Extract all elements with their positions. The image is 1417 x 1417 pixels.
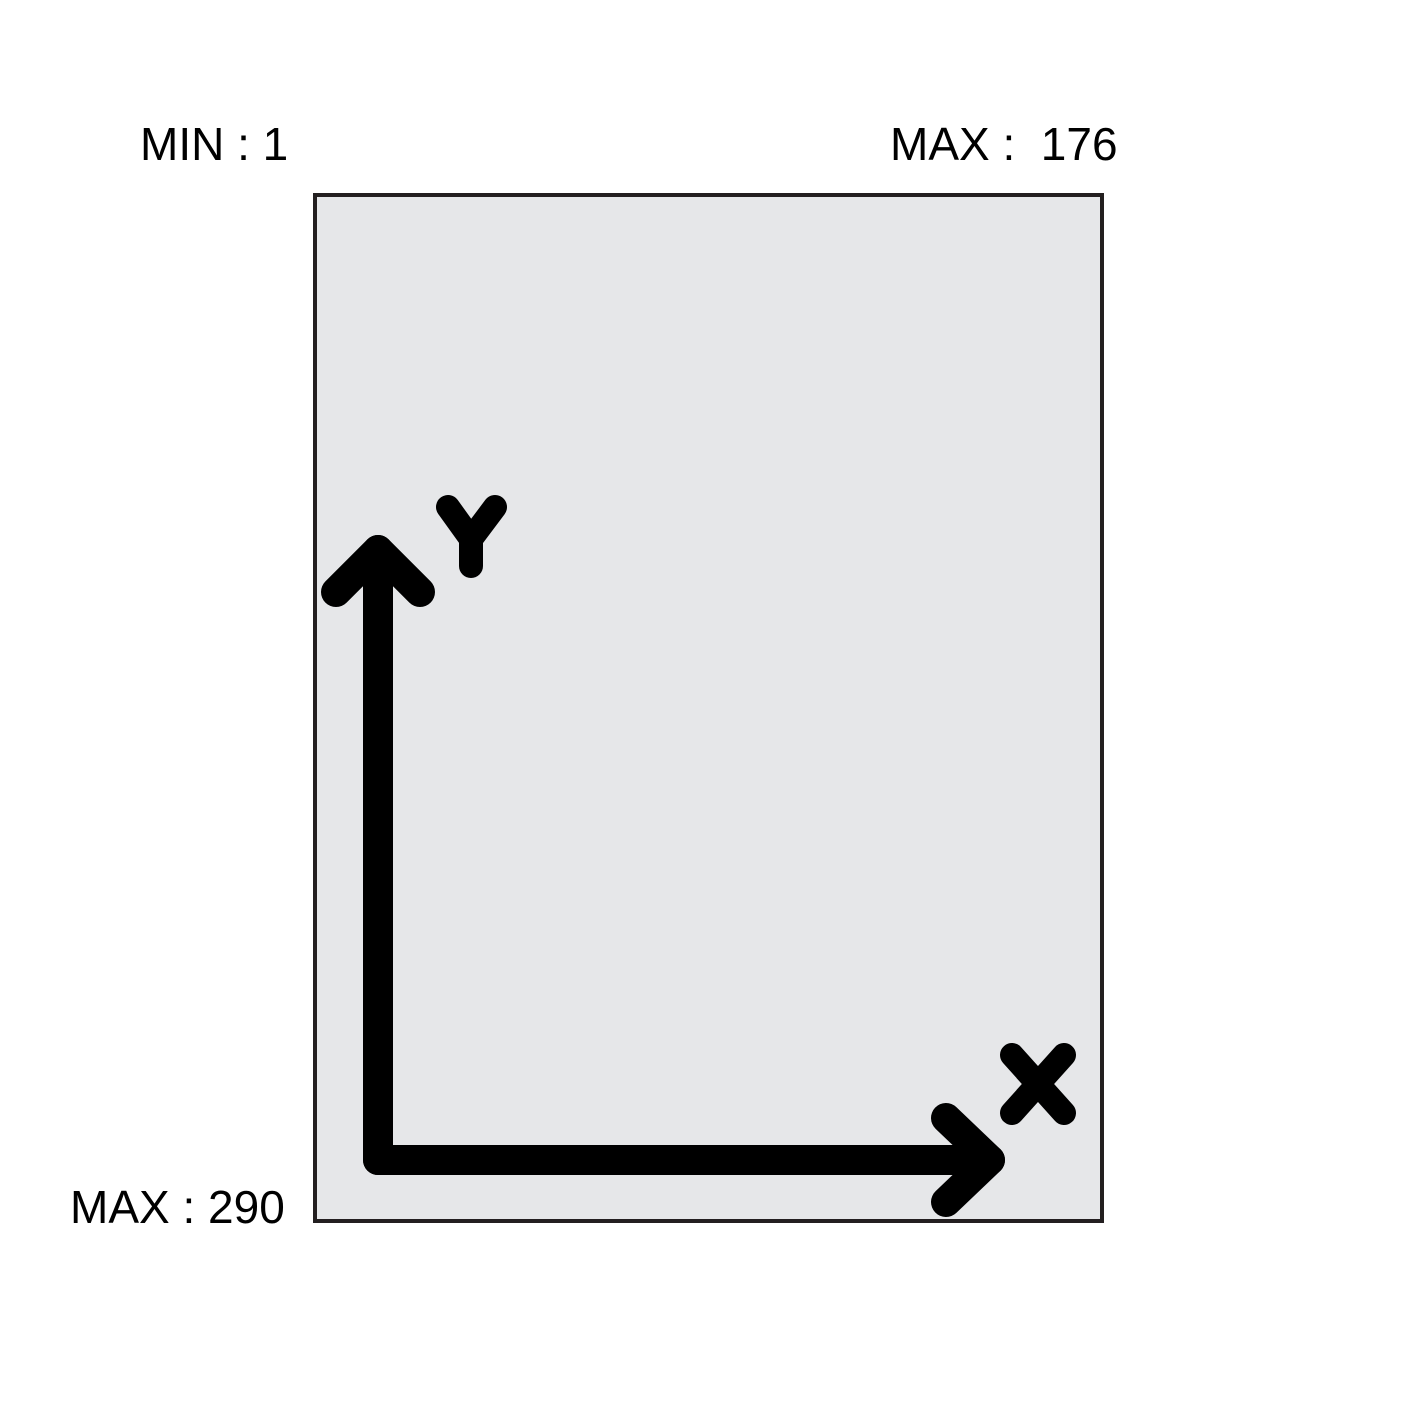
- y-axis-arrowhead: [321, 535, 435, 607]
- max-y-label: MAX : 290: [70, 1181, 285, 1233]
- y-axis-label: Y: [436, 495, 507, 578]
- x-axis-arrowhead: [931, 1103, 1005, 1217]
- screen-frame: [313, 193, 1104, 1223]
- max-x-label: MAX : 176: [890, 118, 1118, 170]
- min-label: MIN : 1: [140, 118, 289, 170]
- axes-group: [321, 535, 1005, 1217]
- x-axis-label: X: [1000, 1043, 1076, 1125]
